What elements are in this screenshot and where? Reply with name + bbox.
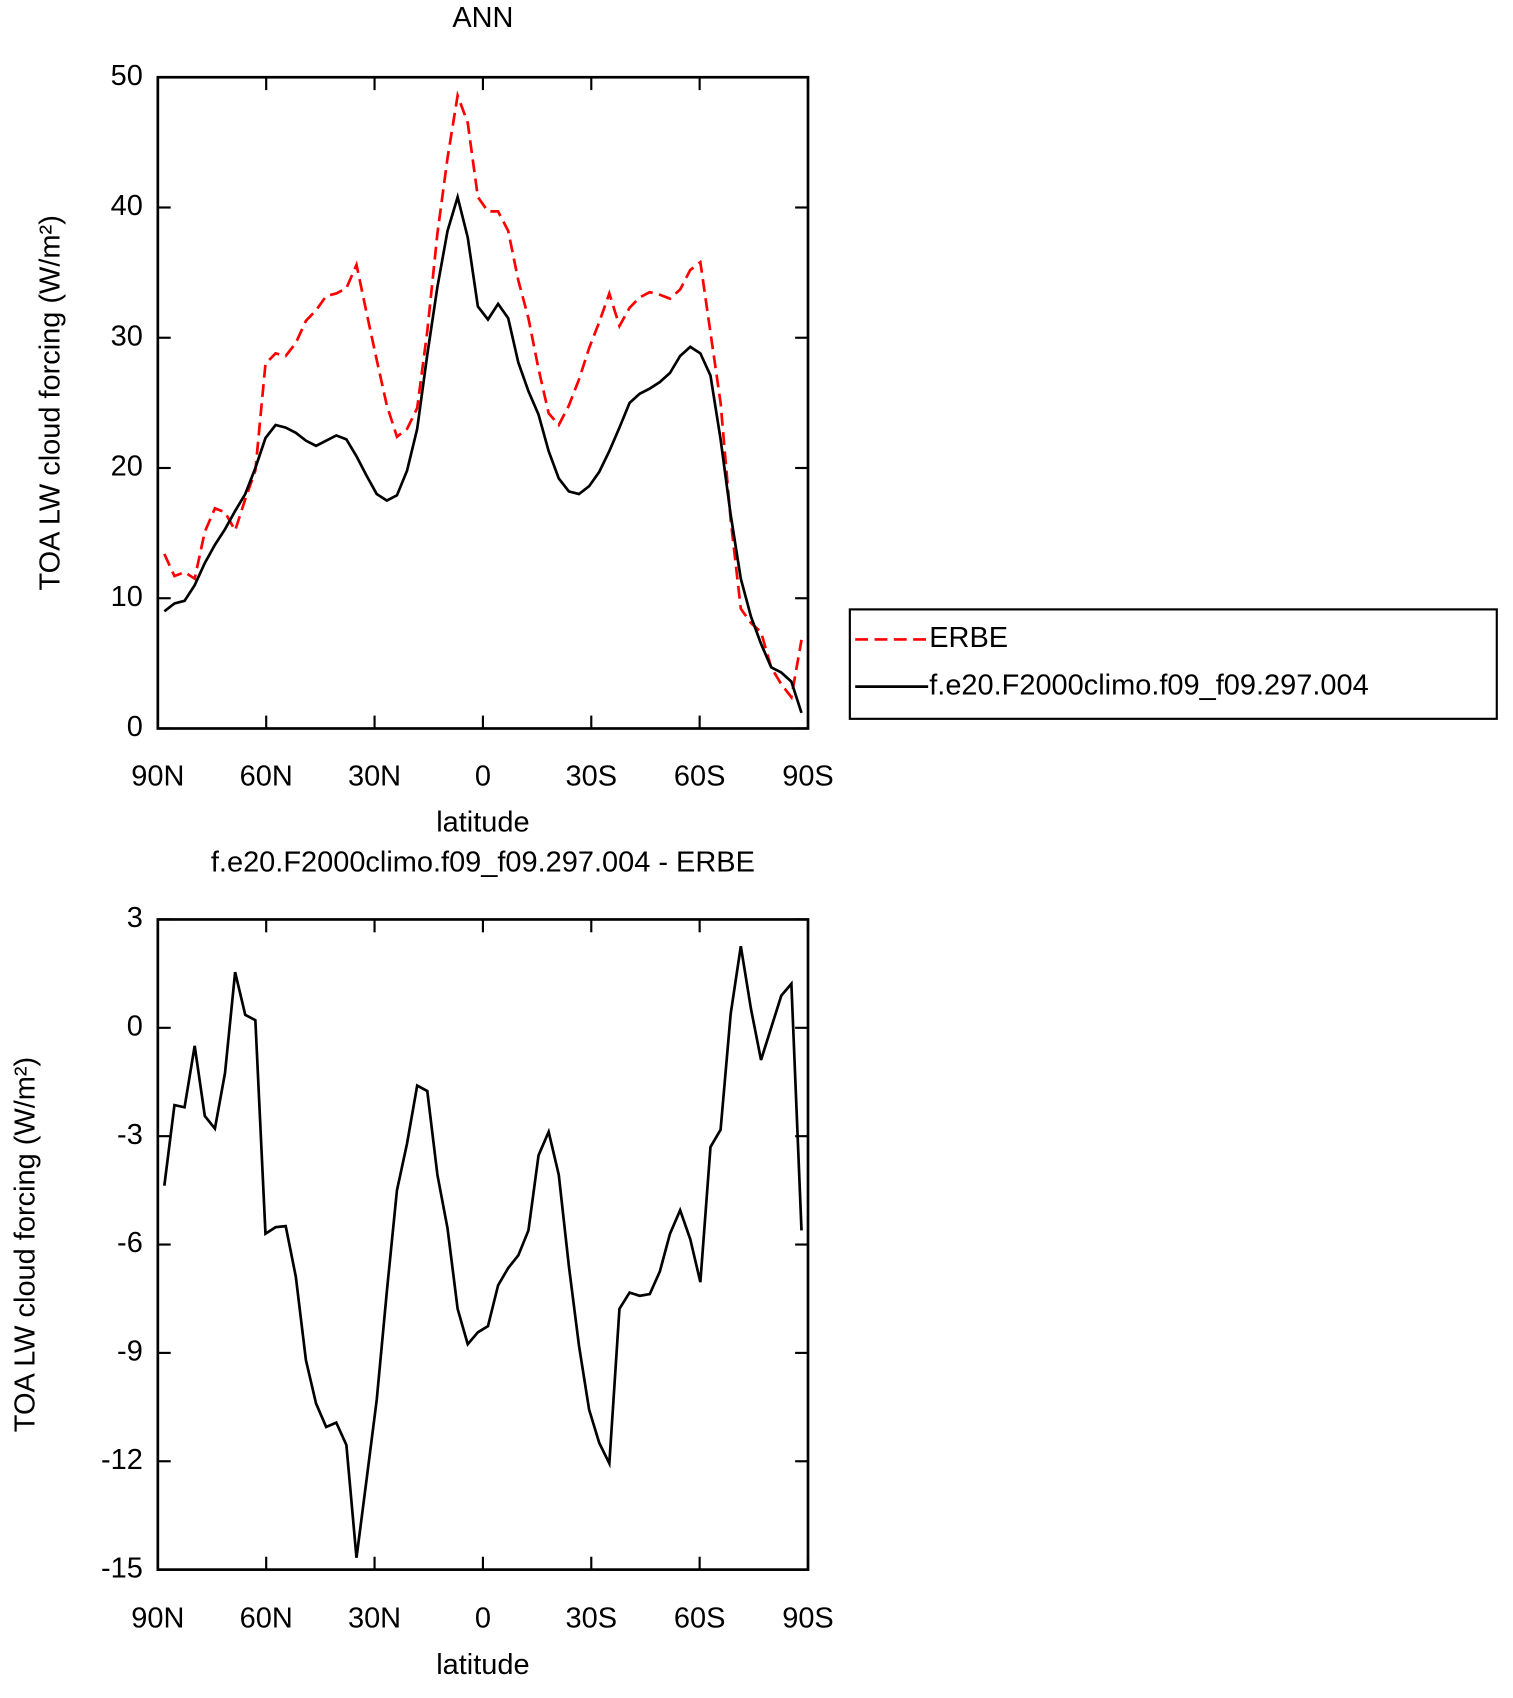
y-axis-label: TOA LW cloud forcing (W/m²) (10, 1057, 42, 1432)
x-tick-label: 60S (674, 760, 726, 792)
y-axis-label: TOA LW cloud forcing (W/m²) (34, 215, 66, 590)
data-line (163, 192, 803, 714)
x-tick-label: 60S (674, 1603, 726, 1635)
y-tick-label: 50 (111, 60, 143, 92)
y-tick-label: 0 (127, 711, 143, 743)
legend-box (848, 608, 1498, 720)
chart-title: ANN (452, 2, 513, 34)
x-axis-label: latitude (436, 807, 529, 839)
x-tick-label: 90S (782, 1603, 834, 1635)
y-tick-label: 10 (111, 581, 143, 613)
x-tick-label: 30N (348, 1603, 401, 1635)
x-tick-label: 0 (475, 760, 491, 792)
x-tick-label: 90N (131, 1603, 184, 1635)
legend-label: f.e20.F2000climo.f09_f09.297.004 (929, 669, 1368, 701)
x-tick-label: 30S (566, 1603, 618, 1635)
plot-frame (156, 918, 810, 1571)
x-axis-label: latitude (436, 1649, 529, 1681)
data-line (163, 945, 803, 1558)
x-tick-label: 60N (240, 760, 293, 792)
plot-frame (156, 75, 810, 730)
y-tick-label: -9 (117, 1336, 143, 1368)
y-tick-label: 0 (127, 1010, 143, 1042)
y-tick-label: -12 (101, 1444, 143, 1476)
data-line (163, 90, 803, 701)
y-tick-label: -6 (117, 1227, 143, 1259)
y-tick-label: 30 (111, 320, 143, 352)
y-tick-label: -3 (117, 1119, 143, 1151)
y-tick-label: 40 (111, 190, 143, 222)
legend-label: ERBE (929, 622, 1008, 654)
y-tick-label: -15 (101, 1552, 143, 1584)
x-tick-label: 90S (782, 760, 834, 792)
y-tick-label: 20 (111, 451, 143, 483)
x-tick-label: 30S (566, 760, 618, 792)
y-tick-label: 3 (127, 902, 143, 934)
x-tick-label: 30N (348, 760, 401, 792)
x-tick-label: 90N (131, 760, 184, 792)
chart-title: f.e20.F2000climo.f09_f09.297.004 - ERBE (211, 846, 755, 878)
x-tick-label: 60N (240, 1603, 293, 1635)
x-tick-label: 0 (475, 1603, 491, 1635)
